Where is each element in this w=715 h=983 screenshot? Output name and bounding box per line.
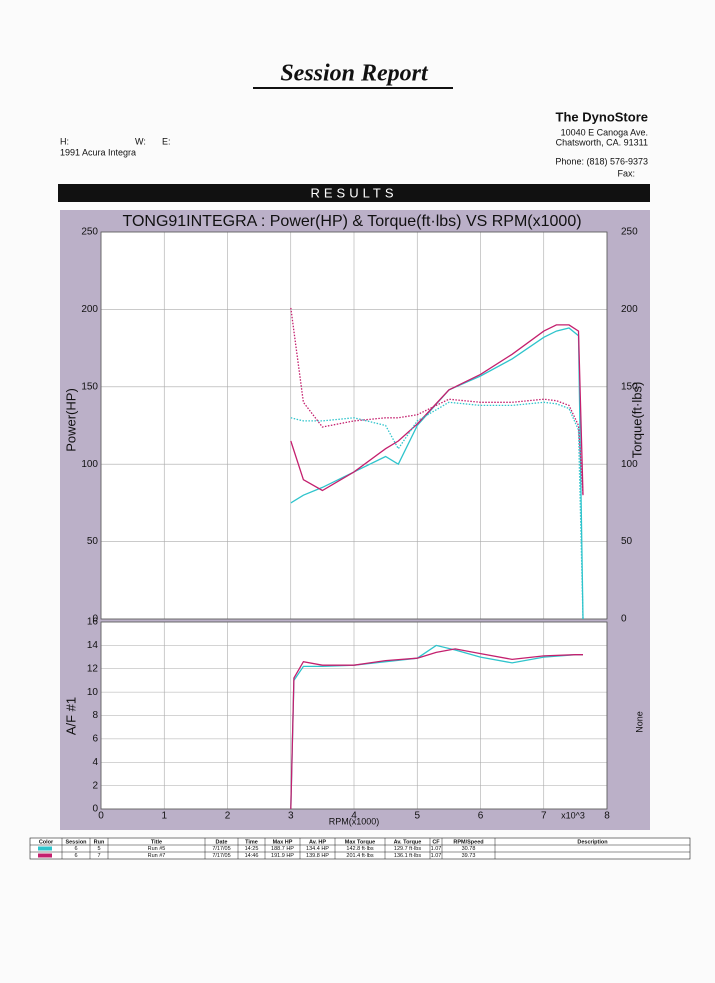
y-tick-label: 10 xyxy=(87,687,99,698)
y2-tick-label: 150 xyxy=(621,381,638,392)
y-axis-label: Power(HP) xyxy=(63,388,78,452)
y-tick-label: 16 xyxy=(87,617,99,628)
color-swatch xyxy=(38,853,52,858)
y2-axis-label: Torque(ft·lbs) xyxy=(629,382,644,459)
y-tick-label: 50 xyxy=(87,536,99,547)
table-header: Av. Torque xyxy=(394,839,422,845)
table-cell: 139.8 HP xyxy=(306,853,329,859)
x-tick-label: 3 xyxy=(288,811,294,822)
x-tick-label: 7 xyxy=(541,811,547,822)
y-tick-label: 2 xyxy=(92,780,98,791)
table-cell: 7/17/05 xyxy=(212,846,230,852)
table-header: Title xyxy=(151,839,162,845)
x-tick-label: 1 xyxy=(161,811,167,822)
x-tick-label: 8 xyxy=(604,811,610,822)
table-header: Session xyxy=(65,839,87,845)
table-cell: 188.7 HP xyxy=(271,846,294,852)
table-header: Run xyxy=(94,839,105,845)
x-tick-label: 0 xyxy=(98,811,104,822)
customer-field: E: xyxy=(162,136,171,146)
y-tick-label: 6 xyxy=(92,734,98,745)
x-tick-label: 6 xyxy=(478,811,484,822)
x-tick-label: 4 xyxy=(351,811,357,822)
color-swatch xyxy=(38,846,52,851)
table-cell: 14:46 xyxy=(245,853,259,859)
table-cell: 7/17/05 xyxy=(212,853,230,859)
table-cell: 129.7 ft·lbs xyxy=(394,846,421,852)
results-table: Color Session Run Title Date Time Max HP Av. HP… xyxy=(29,837,691,860)
plot-frame xyxy=(100,231,608,620)
report-title: Session Report xyxy=(280,61,429,87)
y-tick-label: 200 xyxy=(81,304,98,315)
axis-annotation: x10^3 xyxy=(561,810,585,820)
table-cell: 6 xyxy=(74,853,77,859)
y-tick-label: 250 xyxy=(81,227,98,238)
x-axis-label: RPM(x1000) xyxy=(329,816,380,826)
series-line xyxy=(290,401,584,620)
y2-tick-label: 0 xyxy=(621,614,627,625)
table-cell: 30.78 xyxy=(462,846,476,852)
table-cell: Run #5 xyxy=(148,846,166,852)
company-fax: Fax: xyxy=(617,168,635,178)
y-tick-label: 0 xyxy=(92,804,98,815)
chart-title: TONG91INTEGRA : Power(HP) & Torque(ft·lb… xyxy=(122,213,581,230)
table-cell: 1.07 xyxy=(431,853,442,859)
y2-axis-label: None xyxy=(634,711,644,733)
table-header: Description xyxy=(577,839,608,845)
y-tick-label: 12 xyxy=(87,663,99,674)
results-bar xyxy=(58,184,650,202)
table-header: Time xyxy=(245,839,258,845)
table-cell: 134.4 HP xyxy=(306,846,329,852)
plot-frame xyxy=(100,621,608,810)
series-line xyxy=(290,324,584,496)
table-cell: 39.73 xyxy=(462,853,476,859)
company-phone: Phone: (818) 576-9373 xyxy=(555,156,648,166)
y2-tick-label: 100 xyxy=(621,459,638,470)
y2-tick-label: 250 xyxy=(621,227,638,238)
table-header: RPM/Speed xyxy=(453,839,483,845)
series-line xyxy=(290,648,583,810)
table-cell: 191.9 HP xyxy=(271,853,294,859)
table-cell: Run #7 xyxy=(148,853,166,859)
table-header: CF xyxy=(432,839,440,845)
table-header: Max Torque xyxy=(345,839,375,845)
customer-field: W: xyxy=(135,136,146,146)
table-header: Color xyxy=(39,839,54,845)
table-cell: 1.07 xyxy=(431,846,442,852)
y-tick-label: 4 xyxy=(92,757,98,768)
table-frame xyxy=(29,837,691,860)
y-tick-label: 150 xyxy=(81,381,98,392)
company-address: Chatsworth, CA. 91311 xyxy=(556,137,648,147)
x-tick-label: 5 xyxy=(414,811,420,822)
table-cell: 5 xyxy=(97,846,100,852)
table-header: Max HP xyxy=(273,839,293,845)
y-tick-label: 100 xyxy=(81,459,98,470)
vehicle: 1991 Acura Integra xyxy=(60,147,136,157)
company-name: The DynoStore xyxy=(556,109,648,124)
table-cell: 14:25 xyxy=(245,846,259,852)
table-cell: 6 xyxy=(74,846,77,852)
table-header: Av. HP xyxy=(309,839,326,845)
y2-tick-label: 200 xyxy=(621,304,638,315)
y-tick-label: 8 xyxy=(92,710,98,721)
company-address: 10040 E Canoga Ave. xyxy=(561,127,648,137)
table-cell: 7 xyxy=(97,853,100,859)
y-axis-label: A/F #1 xyxy=(63,697,78,735)
y-tick-label: 14 xyxy=(87,640,99,651)
y-tick-label: 0 xyxy=(92,614,98,625)
table-cell: 142.8 ft·lbs xyxy=(346,846,373,852)
y2-tick-label: 50 xyxy=(621,536,633,547)
table-cell: 201.4 ft·lbs xyxy=(346,853,373,859)
results-title: RESULTS xyxy=(311,185,398,200)
series-line xyxy=(290,644,583,810)
x-tick-label: 2 xyxy=(225,811,231,822)
table-cell: 136.1 ft·lbs xyxy=(394,853,421,859)
customer-field: H: xyxy=(60,136,69,146)
table-header: Date xyxy=(216,839,228,845)
